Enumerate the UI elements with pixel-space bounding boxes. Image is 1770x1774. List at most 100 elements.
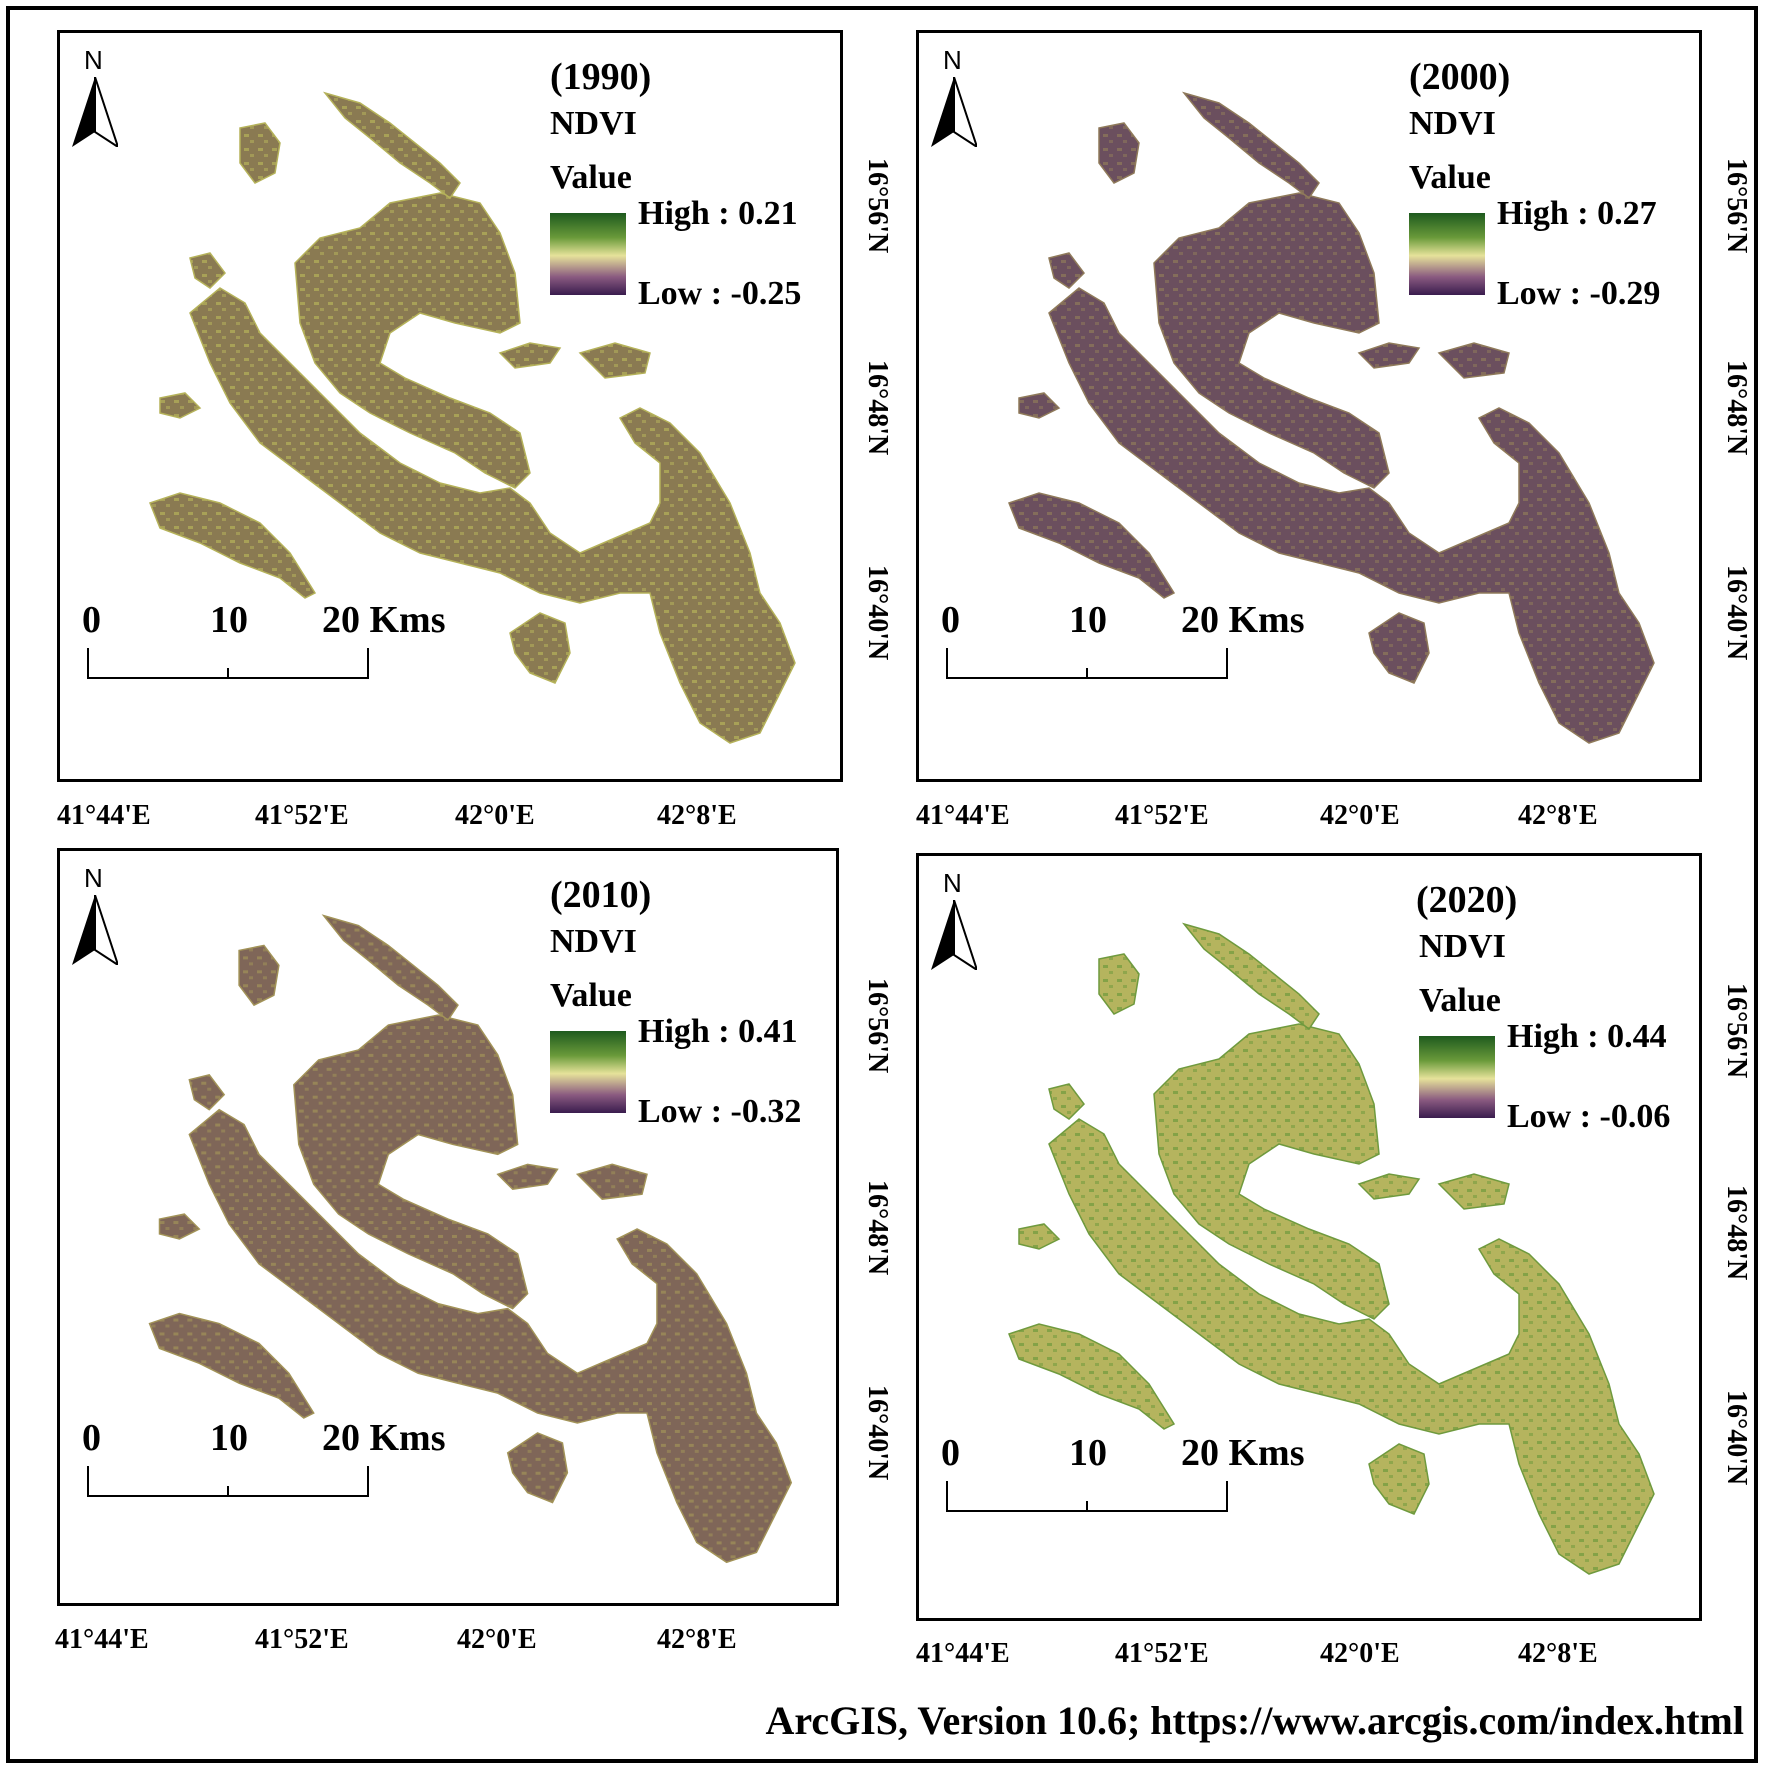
island-shape — [322, 91, 461, 200]
ndvi-raster-map — [149, 91, 796, 744]
scale-bar — [946, 1481, 1228, 1512]
legend-high-value: High : 0.41 — [638, 1013, 798, 1050]
map-year-title: (1990) — [550, 56, 652, 98]
island-shape — [1153, 192, 1390, 489]
scale-label: 10 — [1069, 1432, 1107, 1474]
ndvi-raster-map — [1008, 922, 1655, 1575]
legend-color-ramp — [550, 1031, 626, 1113]
scale-label: 10 — [210, 599, 248, 641]
longitude-label: 42°8'E — [657, 1624, 737, 1655]
island-shape — [1048, 1083, 1085, 1120]
software-credit: ArcGIS, Version 10.6; https://www.arcgis… — [765, 1698, 1744, 1743]
island-shape — [1008, 1323, 1176, 1430]
scale-label: 0 — [941, 1432, 960, 1474]
scale-bar — [946, 648, 1228, 679]
island-shape — [239, 122, 281, 184]
latitude-label: 16°40'N — [862, 1385, 893, 1481]
latitude-label: 16°56'N — [862, 158, 893, 254]
legend-subtitle: Value — [550, 977, 632, 1014]
island-shape — [321, 914, 459, 1022]
longitude-label: 41°44'E — [55, 1624, 149, 1655]
legend-title: NDVI — [550, 923, 637, 960]
latitude-label: 16°40'N — [1721, 565, 1752, 661]
longitude-label: 42°0'E — [455, 800, 535, 831]
island-shape — [498, 342, 562, 369]
island-shape — [1008, 492, 1176, 599]
island-shape — [1098, 122, 1140, 184]
map-panel-2: N (2000) NDVI Value High : 0.27 Low : -0.29 0 1… — [916, 30, 1702, 782]
scale-label: 0 — [82, 599, 101, 641]
legend-title: NDVI — [550, 105, 637, 142]
island-shape — [159, 392, 202, 419]
legend-low-value: Low : -0.25 — [638, 275, 802, 312]
latitude-label: 16°56'N — [862, 978, 893, 1074]
north-arrow-label: N — [943, 45, 962, 75]
island-shape — [1048, 252, 1085, 289]
island-shape — [1153, 1023, 1390, 1320]
latitude-label: 16°48'N — [862, 360, 893, 456]
latitude-label: 16°40'N — [1721, 1390, 1752, 1486]
latitude-label: 16°48'N — [862, 1180, 893, 1276]
island-shape — [158, 1213, 201, 1240]
map-year-title: (2020) — [1416, 879, 1518, 921]
longitude-label: 41°52'E — [1115, 1638, 1209, 1669]
island-shape — [148, 1312, 315, 1419]
island-shape — [1048, 1118, 1655, 1575]
island-shape — [149, 492, 317, 599]
legend-low-value: Low : -0.29 — [1497, 275, 1661, 312]
latitude-label: 16°56'N — [1721, 983, 1752, 1079]
island-shape — [1437, 342, 1510, 379]
longitude-label: 42°8'E — [1518, 800, 1598, 831]
longitude-label: 42°8'E — [1518, 1638, 1598, 1669]
map-panel-1: N (1990) NDVI Value High : 0.21 Low : -0.25 0 1… — [57, 30, 843, 782]
island-shape — [189, 252, 226, 289]
longitude-label: 41°52'E — [255, 800, 349, 831]
legend-color-ramp — [1419, 1036, 1495, 1118]
longitude-label: 41°52'E — [255, 1624, 349, 1655]
latitude-label: 16°40'N — [862, 565, 893, 661]
longitude-label: 42°0'E — [1320, 800, 1400, 831]
island-shape — [1098, 953, 1140, 1015]
island-shape — [496, 1163, 559, 1191]
longitude-label: 41°44'E — [916, 1638, 1010, 1669]
scale-label: 0 — [82, 1417, 101, 1459]
map-panel-3: N (2010) NDVI Value High : 0.41 Low : -0.32 0 1… — [57, 848, 839, 1606]
legend-low-value: Low : -0.32 — [638, 1093, 802, 1130]
legend-color-ramp — [550, 213, 626, 295]
legend-subtitle: Value — [1419, 982, 1501, 1019]
scale-bar — [87, 1466, 369, 1497]
island-shape — [1368, 1443, 1430, 1515]
longitude-label: 42°8'E — [657, 800, 737, 831]
scale-label: 20 Kms — [322, 599, 446, 641]
legend-low-value: Low : -0.06 — [1507, 1098, 1671, 1135]
island-shape — [294, 192, 531, 489]
latitude-label: 16°56'N — [1721, 158, 1752, 254]
scale-label: 20 Kms — [1181, 599, 1305, 641]
ndvi-raster-map — [1008, 91, 1655, 744]
longitude-label: 41°44'E — [916, 800, 1010, 831]
island-shape — [509, 612, 571, 684]
legend-color-ramp — [1409, 213, 1485, 295]
island-shape — [578, 342, 651, 379]
scale-bar — [87, 648, 369, 679]
scale-label: 20 Kms — [1181, 1432, 1305, 1474]
legend-high-value: High : 0.21 — [638, 195, 798, 232]
legend-title: NDVI — [1409, 105, 1496, 142]
island-shape — [1181, 91, 1320, 200]
island-shape — [1437, 1173, 1510, 1210]
island-shape — [575, 1163, 648, 1200]
island-shape — [1048, 287, 1655, 744]
island-shape — [188, 1073, 226, 1111]
latitude-label: 16°48'N — [1721, 1185, 1752, 1281]
map-year-title: (2000) — [1409, 56, 1511, 98]
longitude-label: 41°44'E — [57, 800, 151, 831]
island-shape — [1368, 612, 1430, 684]
legend-subtitle: Value — [550, 159, 632, 196]
north-arrow-label: N — [84, 45, 103, 75]
north-arrow-label: N — [84, 863, 103, 893]
map-panel-4: N (2020) NDVI Value High : 0.44 Low : -0.06 0 1… — [916, 853, 1702, 1621]
scale-label: 20 Kms — [322, 1417, 446, 1459]
island-shape — [1181, 922, 1320, 1031]
longitude-label: 42°0'E — [1320, 1638, 1400, 1669]
north-arrow-label: N — [943, 868, 962, 898]
